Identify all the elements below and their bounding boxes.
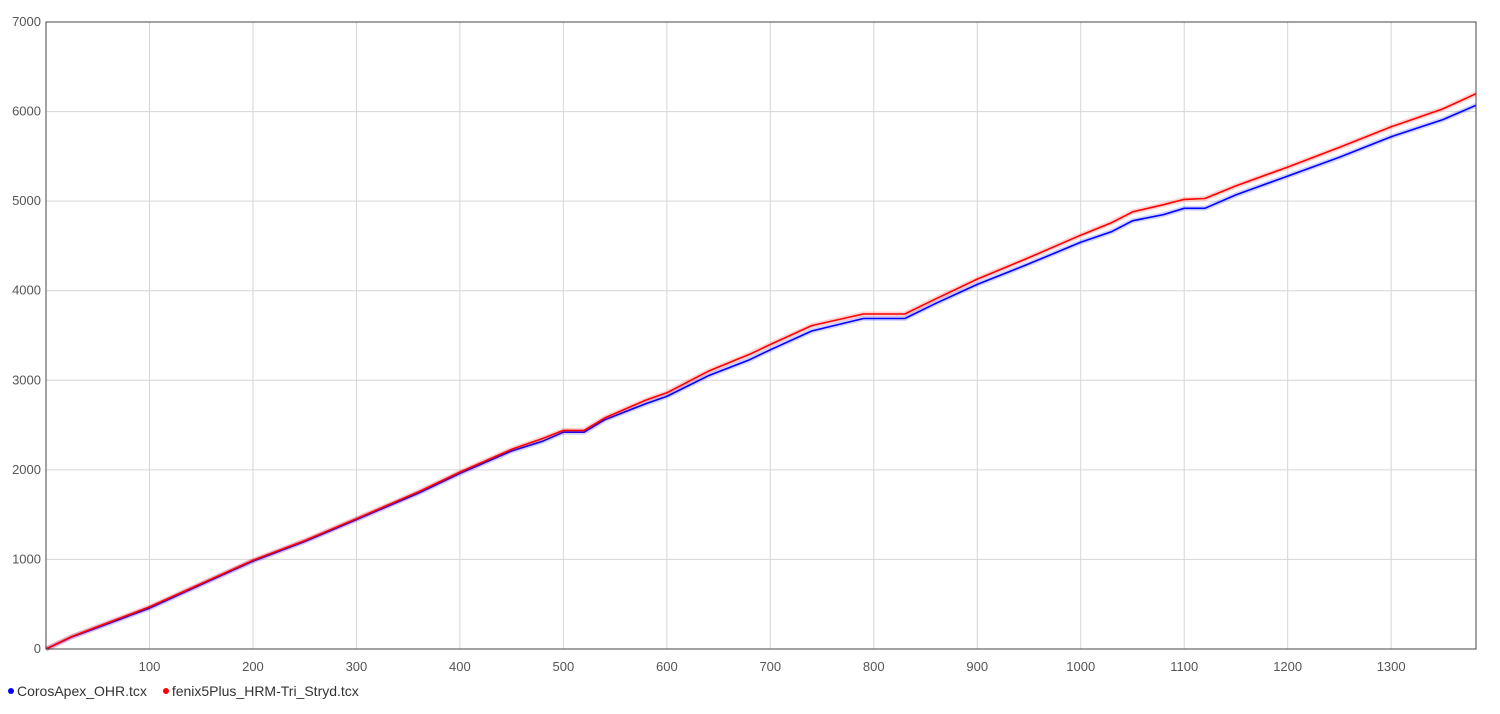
- series-line-glow-1: [44, 103, 1477, 652]
- legend-label-series-2: fenix5Plus_HRM-Tri_Stryd.tcx: [171, 683, 359, 699]
- x-tick-label: 1000: [1066, 659, 1095, 674]
- y-tick-label: 0: [34, 641, 41, 656]
- x-tick-label: 200: [242, 659, 264, 674]
- axis-layer: 0 1000 2000 3000 4000 5000 6000 7000 100 200 300 40…: [12, 14, 1477, 674]
- x-tick-label: 700: [759, 659, 781, 674]
- legend-item-series-1[interactable]: CorosApex_OHR.tcx: [8, 683, 147, 699]
- x-tick-label: 1100: [1170, 659, 1198, 674]
- x-tick-label: 1300: [1377, 659, 1406, 674]
- y-tick-label: 2000: [12, 462, 41, 477]
- x-tick-label: 500: [553, 659, 575, 674]
- x-tick-label: 400: [449, 659, 471, 674]
- legend-marker-series-2: [162, 688, 169, 695]
- y-tick-label: 6000: [12, 104, 41, 119]
- line-chart: 0 1000 2000 3000 4000 5000 6000 7000 100 200 300 40…: [12, 14, 1478, 674]
- series-line-1[interactable]: [45, 104, 1477, 650]
- x-tick-label: 900: [966, 659, 988, 674]
- y-tick-label: 5000: [12, 193, 41, 208]
- grid-layer: [46, 21, 1476, 649]
- legend-item-series-2[interactable]: fenix5Plus_HRM-Tri_Stryd.tcx: [162, 683, 359, 699]
- x-tick-label: 300: [346, 659, 368, 674]
- y-tick-label: 3000: [12, 372, 41, 387]
- plot-frame: [45, 21, 1477, 650]
- x-tick-label: 100: [139, 659, 161, 674]
- x-tick-label: 600: [656, 659, 678, 674]
- series-layer: [44, 91, 1478, 652]
- y-tick-label: 7000: [12, 14, 41, 29]
- legend-marker-series-1: [8, 688, 14, 695]
- y-tick-label: 4000: [12, 283, 41, 298]
- y-tick-label: 1000: [12, 551, 41, 566]
- x-tick-label: 800: [863, 659, 885, 674]
- x-tick-label: 1200: [1273, 659, 1302, 674]
- legend: CorosApex_OHR.tcx fenix5Plus_HRM-Tri_Str…: [8, 683, 371, 699]
- series-line-2[interactable]: [45, 92, 1477, 650]
- legend-label-series-1: CorosApex_OHR.tcx: [17, 683, 147, 699]
